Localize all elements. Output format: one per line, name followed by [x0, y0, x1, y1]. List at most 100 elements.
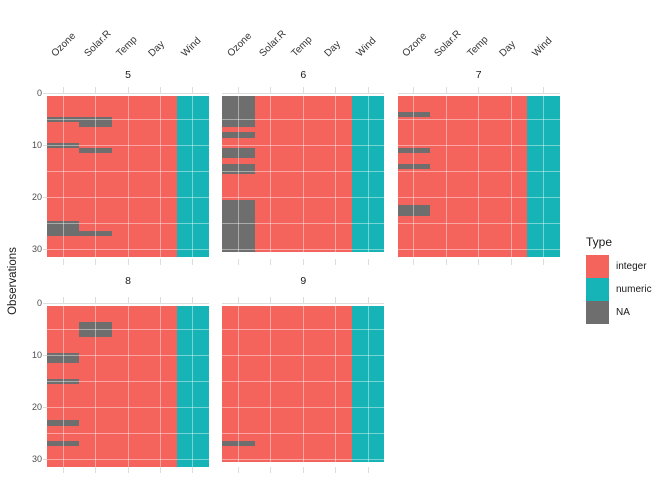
na-rect-ozone [222, 148, 255, 159]
na-rect-ozone [47, 142, 80, 148]
x-tick-top [127, 296, 129, 303]
legend-item-integer: integer [586, 255, 672, 278]
x-tick-top [192, 86, 194, 93]
gridline-y0 [47, 303, 209, 305]
legend-label-na: NA [616, 307, 630, 318]
x-tick-bottom [543, 259, 544, 265]
gridline-overlay-v [335, 306, 337, 462]
x-tick-bottom [238, 467, 239, 473]
na-rect-solar-r [79, 321, 112, 338]
numeric-column-wind [176, 306, 209, 468]
column-label-temp: Temp [289, 34, 315, 60]
y-tick [42, 302, 47, 304]
legend-item-numeric: numeric [586, 278, 672, 301]
legend-swatch-numeric [586, 278, 609, 301]
x-tick-top [335, 86, 337, 93]
gridline-overlay-h [47, 118, 209, 120]
gridline-overlay-v [543, 96, 544, 258]
y-tick [42, 196, 47, 198]
column-label-ozone: Ozone [49, 30, 79, 60]
y-tick [42, 144, 47, 146]
x-tick-top [270, 296, 272, 303]
gridline-overlay-h [47, 432, 209, 434]
legend-title: Type [586, 235, 613, 249]
gridline-overlay-h [222, 328, 385, 330]
gridline-overlay-v [367, 306, 369, 462]
na-rect-ozone [397, 205, 431, 216]
numeric-column-wind [527, 96, 560, 258]
x-tick-bottom [159, 259, 161, 265]
gridline-overlay-h [222, 196, 385, 198]
gridline-overlay-v [302, 306, 304, 462]
x-tick-bottom [302, 467, 304, 473]
x-tick-bottom [192, 259, 194, 265]
gridline-overlay-v [335, 96, 337, 252]
x-tick-bottom [95, 467, 97, 473]
gridline-overlay-h [222, 118, 385, 120]
gridline-overlay-h [222, 354, 385, 356]
gridline-overlay-h [47, 380, 209, 382]
gridline-overlay-v [238, 306, 239, 462]
facet-strip-8: 8 [125, 275, 131, 287]
gridline-overlay-h [47, 406, 209, 408]
na-rect-ozone [47, 352, 80, 364]
x-tick-bottom [62, 259, 64, 265]
na-rect-solar-r [79, 148, 112, 154]
gridline-overlay-h [222, 380, 385, 382]
gridline-overlay-v [367, 96, 369, 252]
y-tick-label-10: 10 [31, 139, 42, 150]
legend: Type integer numeric NA [586, 235, 672, 324]
gridline-y0 [397, 93, 560, 95]
x-tick-bottom [127, 259, 129, 265]
gridline-overlay-h [222, 222, 385, 224]
x-tick-bottom [367, 259, 369, 265]
y-tick-label-20: 20 [31, 401, 42, 412]
column-label-day: Day [146, 38, 168, 60]
column-label-temp: Temp [465, 34, 491, 60]
column-label-solar-r: Solar.R [257, 28, 289, 60]
x-tick-top [238, 296, 239, 303]
column-label-ozone: Ozone [400, 30, 430, 60]
x-tick-top [478, 86, 480, 93]
column-label-solar-r: Solar.R [82, 28, 114, 60]
x-tick-bottom [445, 259, 447, 265]
x-tick-top [335, 296, 337, 303]
gridline-y0 [222, 93, 385, 95]
gridline-overlay-h [47, 458, 209, 460]
facet-strip-7: 7 [475, 69, 482, 81]
na-rect-ozone [47, 378, 80, 384]
gridline-overlay-h [397, 170, 560, 172]
legend-swatch-na [586, 301, 609, 324]
x-tick-top [192, 296, 194, 303]
legend-items: integer numeric NA [586, 255, 672, 324]
facet-strip-5: 5 [125, 69, 131, 81]
x-tick-top [95, 296, 97, 303]
x-tick-bottom [478, 259, 480, 265]
x-tick-top [302, 86, 304, 93]
x-tick-top [270, 86, 272, 93]
na-rect-ozone [47, 116, 80, 122]
y-tick [42, 248, 47, 250]
gridline-overlay-h [397, 118, 560, 120]
x-tick-top [95, 86, 97, 93]
gridline-overlay-h [222, 170, 385, 172]
na-rect-ozone [47, 220, 80, 237]
x-tick-bottom [62, 467, 64, 473]
gridline-overlay-v [478, 96, 480, 258]
column-label-day: Day [497, 38, 518, 60]
column-label-wind: Wind [179, 35, 204, 60]
gridline-overlay-h [47, 328, 209, 330]
gridline-overlay-h [47, 170, 209, 172]
y-tick [42, 406, 47, 408]
column-label-day: Day [322, 38, 343, 60]
gridline-overlay-h [397, 144, 560, 146]
gridline-overlay-v [159, 96, 161, 258]
column-label-ozone: Ozone [225, 30, 254, 60]
x-tick-bottom [95, 259, 97, 265]
legend-item-na: NA [586, 301, 672, 324]
facet-strip-6: 6 [300, 69, 307, 81]
gridline-overlay-h [47, 354, 209, 356]
x-tick-bottom [335, 467, 337, 473]
